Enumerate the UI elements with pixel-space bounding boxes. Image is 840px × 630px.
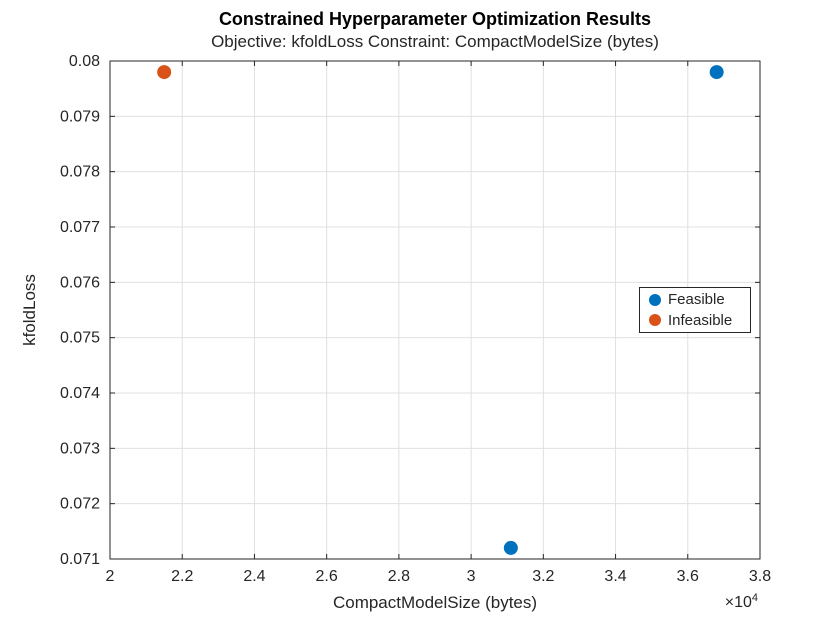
x-tick-label: 2: [106, 568, 115, 585]
y-tick-label: 0.071: [60, 551, 100, 568]
legend-item-infeasible: Infeasible: [649, 311, 750, 331]
legend-marker-icon: [649, 293, 661, 306]
y-tick-label: 0.079: [60, 108, 100, 125]
y-tick-label: 0.08: [69, 53, 100, 70]
title-block: Constrained Hyperparameter Optimization …: [110, 7, 760, 54]
legend-label: Feasible: [668, 291, 725, 308]
x-tick-label: 3.2: [532, 568, 554, 585]
x-tick-label: 3: [467, 568, 476, 585]
legend-item-feasible: Feasible: [649, 290, 750, 310]
x-tick-label: 2.2: [171, 568, 193, 585]
x-axis-label: CompactModelSize (bytes): [332, 593, 538, 612]
y-tick-label: 0.072: [60, 496, 100, 513]
y-tick-label: 0.073: [60, 440, 100, 457]
y-tick-label: 0.077: [60, 219, 100, 236]
x-tick-label: 2.4: [243, 568, 265, 585]
x-tick-label: 3.6: [677, 568, 699, 585]
x-tick-label: 2.8: [388, 568, 410, 585]
data-point-feasible: [709, 65, 724, 80]
y-tick-label: 0.074: [60, 385, 100, 402]
x-axis-exponent-power: 4: [751, 591, 758, 604]
y-tick-label: 0.078: [60, 164, 100, 181]
data-point-feasible: [503, 540, 518, 555]
legend-marker-icon: [649, 314, 661, 327]
data-point-infeasible: [157, 65, 172, 80]
chart-subtitle: Objective: kfoldLoss Constraint: Compact…: [211, 32, 659, 52]
chart-title: Constrained Hyperparameter Optimization …: [218, 9, 652, 29]
x-tick-label: 3.8: [749, 568, 771, 585]
y-axis-label: kfoldLoss: [20, 274, 39, 346]
y-tick-label: 0.075: [60, 330, 100, 347]
legend: Feasible Infeasible: [639, 287, 751, 333]
y-tick-label: 0.076: [60, 274, 100, 291]
legend-label: Infeasible: [668, 311, 733, 329]
x-axis-exponent-base: ×10: [724, 594, 752, 612]
x-axis-exponent: ×104: [725, 592, 758, 612]
plot-box: [109, 60, 761, 560]
x-tick-label: 2.6: [316, 568, 338, 585]
x-tick-label: 3.4: [604, 568, 626, 585]
